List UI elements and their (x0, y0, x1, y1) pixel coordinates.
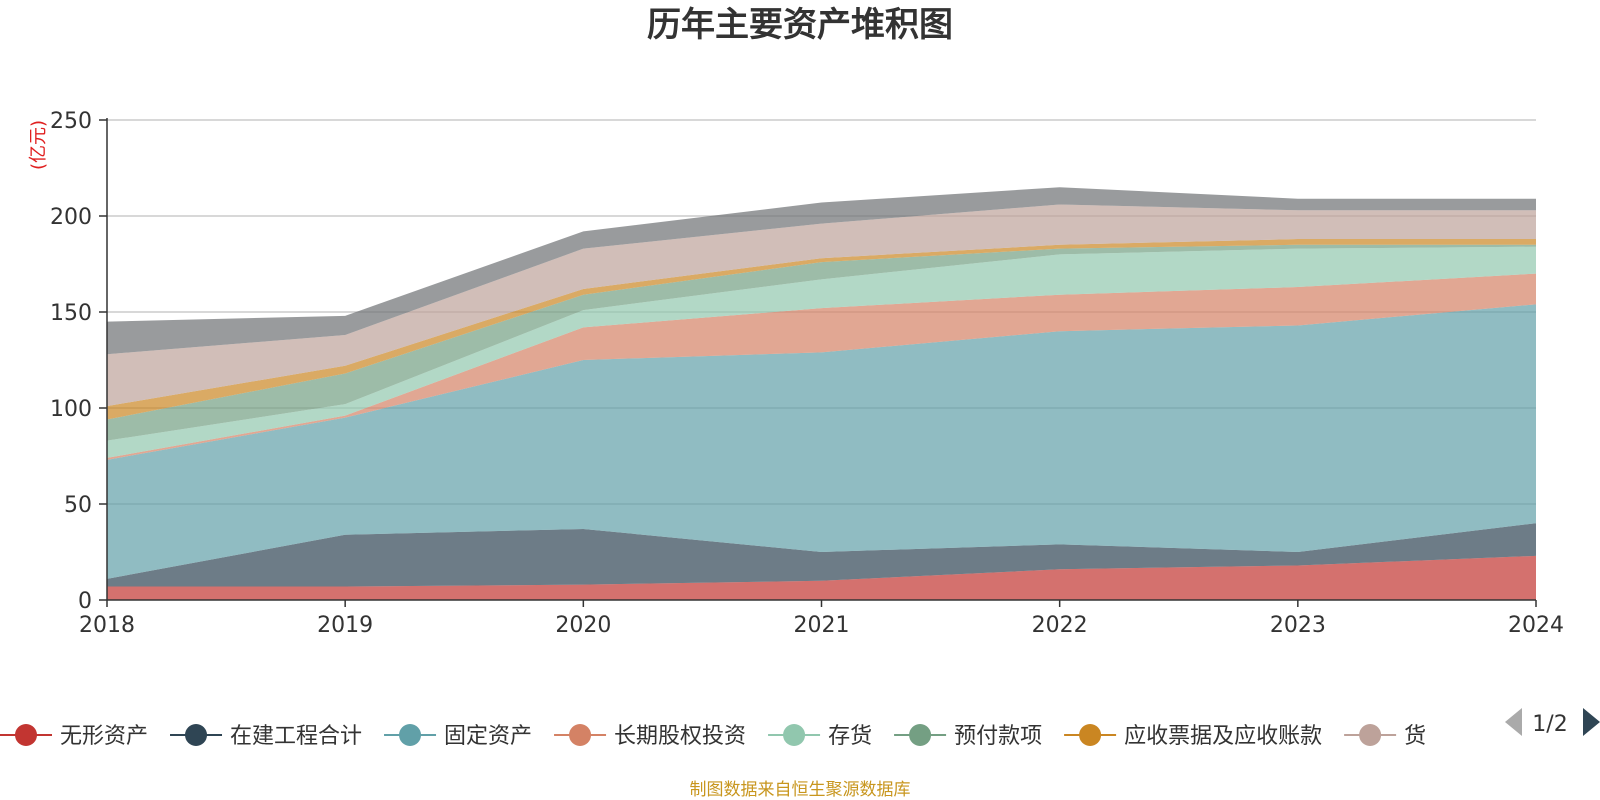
legend-item[interactable]: 在建工程合计 (170, 724, 362, 749)
axes: 0 50 100 150 200 250 2018 2019 2020 2021 2022 2023 2… (50, 109, 1564, 638)
legend-pagination[interactable]: 1/2 (1505, 708, 1600, 737)
source-note: 制图数据来自恒生聚源数据库 (690, 780, 911, 800)
x-tick-label: 2023 (1270, 613, 1326, 638)
legend-item[interactable]: 存货 (768, 724, 872, 749)
legend-marker (1359, 724, 1382, 746)
y-tick-label: 0 (78, 589, 92, 614)
y-tick-label: 150 (50, 301, 92, 326)
y-tick-label: 200 (50, 205, 92, 230)
legend-marker (569, 724, 592, 746)
legend-label: 预付款项 (954, 724, 1042, 749)
chart-title: 历年主要资产堆积图 (647, 5, 953, 45)
y-tick-label: 100 (50, 397, 92, 422)
x-tick-label: 2022 (1032, 613, 1088, 638)
legend[interactable]: 无形资产 在建工程合计 固定资产 长期股权投资 存货 预付款项 应收票据及应收账款 货 (0, 724, 1426, 749)
x-tick-label: 2018 (79, 613, 135, 638)
legend-label: 存货 (828, 724, 872, 749)
legend-label: 应收票据及应收账款 (1124, 724, 1322, 749)
x-tick-label: 2019 (317, 613, 373, 638)
legend-label: 长期股权投资 (614, 724, 746, 749)
area-series-5 (107, 246, 1536, 458)
legend-label: 在建工程合计 (230, 724, 362, 749)
legend-next-icon[interactable] (1583, 708, 1600, 736)
stacked-areas (107, 187, 1536, 600)
legend-marker (1079, 724, 1102, 746)
legend-label: 固定资产 (444, 724, 532, 749)
x-tick-label: 2020 (555, 613, 611, 638)
legend-item[interactable]: 应收票据及应收账款 (1064, 724, 1322, 749)
area-series-4 (107, 273, 1536, 460)
legend-label: 无形资产 (60, 724, 148, 749)
legend-item[interactable]: 无形资产 (0, 724, 148, 749)
y-axis-unit: (亿元) (28, 120, 49, 170)
legend-marker (185, 724, 208, 746)
legend-prev-icon[interactable] (1505, 708, 1522, 736)
x-tick-label: 2021 (794, 613, 850, 638)
x-tick-label: 2024 (1508, 613, 1564, 638)
y-tick-label: 50 (64, 493, 92, 518)
y-tick-label: 250 (50, 109, 92, 134)
legend-label: 货 (1404, 724, 1426, 749)
area-series-3 (107, 304, 1536, 579)
legend-item[interactable]: 货 (1344, 724, 1426, 749)
area-series-2 (107, 523, 1536, 587)
area-series-8 (107, 204, 1536, 407)
legend-item[interactable]: 长期股权投资 (554, 724, 746, 749)
legend-page-indicator: 1/2 (1532, 712, 1567, 737)
legend-item[interactable]: 固定资产 (384, 724, 532, 749)
legend-items[interactable]: 无形资产 在建工程合计 固定资产 长期股权投资 存货 预付款项 应收票据及应收账款 货 (0, 724, 1426, 749)
legend-marker (783, 724, 806, 746)
legend-marker (15, 724, 37, 746)
legend-marker (909, 724, 932, 746)
legend-marker (399, 724, 422, 746)
area-series-1 (107, 555, 1536, 600)
legend-item[interactable]: 预付款项 (894, 724, 1042, 749)
area-series-9 (107, 187, 1536, 355)
